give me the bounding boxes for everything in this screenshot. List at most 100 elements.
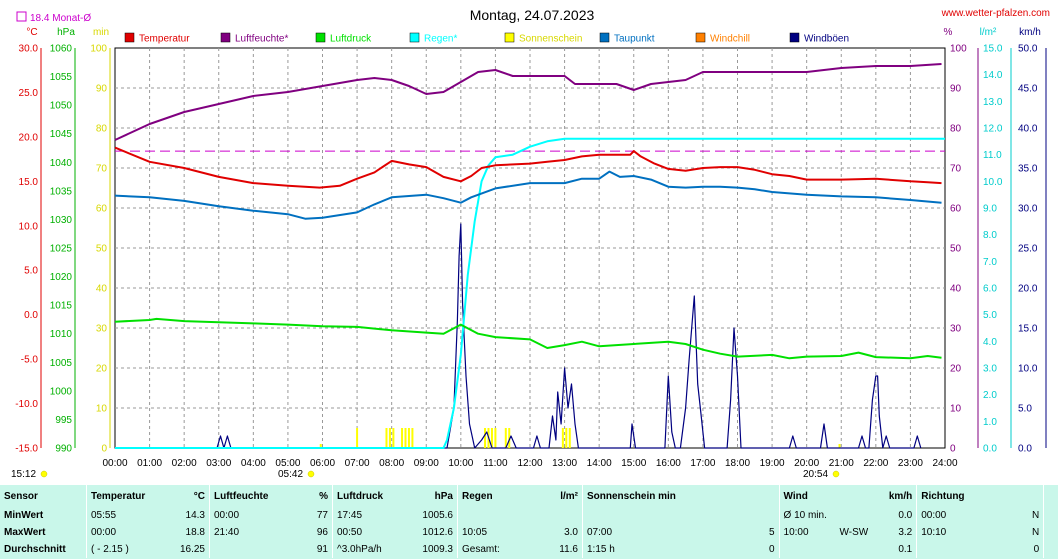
wind-max-dir: W-SW [839,527,869,538]
y-axis-unit: % [944,27,953,38]
sunshine-bar [411,428,414,448]
sunrise-time: 05:42 [278,469,303,480]
sunshine-bar [561,428,564,448]
wind-min-dir [836,507,873,524]
y-tick-label: 12.0 [983,124,1003,135]
wind-avg-dir [836,541,873,558]
press-trend: ^3.0hPa/h [332,541,411,558]
chart-axes: 00:00 01:00 02:00 03:00 04:00 05:00 06:00 07:00… [15,27,1047,469]
y-axis-unit: km/h [1019,27,1041,38]
y-tick-label: 2.0 [983,390,997,401]
y-tick-label: 0.0 [24,310,38,321]
temp-avg-diff: ( - 2.15 ) [86,541,161,558]
sunshine-bar [494,428,497,448]
y-tick-label: 35.0 [1018,164,1038,175]
y-tick-label: 10 [950,404,962,415]
y-tick-label: 50 [96,244,108,255]
wind-header: Wind [778,485,836,507]
y-tick-label: 40 [950,284,962,295]
y-tick-label: 1025 [50,244,73,255]
dir-min-time: 00:00 [916,507,996,524]
y-tick-label: 10.0 [19,221,39,232]
rain-header: Regen [457,485,536,507]
sunshine-bar [401,428,404,448]
y-tick-label: 3.0 [983,364,997,375]
y-tick-label: 100 [90,44,107,55]
y-tick-label: 10.0 [1018,364,1038,375]
chart-title: Montag, 24.07.2023 [470,7,595,23]
x-tick-label: 21:00 [829,458,854,469]
row-label: MaxWert [4,527,46,538]
table-header-row: Sensor Temperatur °C Luftfeuchte % Luftd… [0,485,1058,507]
table-row-min: MinWert 05:55 14.3 00:00 77 17:45 1005.6… [0,507,1058,524]
y-tick-label: 1.0 [983,417,997,428]
wind-avg-time [778,541,836,558]
y-tick-label: 9.0 [983,204,997,215]
dir-max-value: N [1031,527,1040,538]
legend-label: Sonnenschein [519,34,582,45]
x-tick-label: 14:00 [587,458,612,469]
x-tick-label: 07:00 [345,458,370,469]
y-tick-label: 100 [950,44,967,55]
wind-unit: km/h [888,490,913,502]
y-tick-label: 1010 [50,329,73,340]
weather-chart: 00:00 01:00 02:00 03:00 04:00 05:00 06:00 07:00… [11,7,1050,480]
x-tick-label: 00:00 [102,458,127,469]
y-tick-label: 1030 [50,215,73,226]
sun-max-time: 07:00 [582,524,725,541]
rain-line [115,137,945,449]
x-tick-label: 23:00 [898,458,923,469]
press-max-time: 00:50 [332,524,411,541]
legend-label: Windböen [804,34,849,45]
sun-min-value [724,507,779,524]
sunshine-bar [568,428,571,448]
legend-label: Taupunkt [614,34,655,45]
legend-label: Windchill [710,34,750,45]
dir-avg-value: 0 [1033,544,1040,555]
sunshine-bar [504,428,507,448]
x-tick-label: 01:00 [137,458,162,469]
y-axis-unit: °C [26,27,37,38]
wind-max-value: 3.2 [898,527,913,538]
site-link[interactable]: www.wetter-pfalzen.com [941,8,1050,19]
sun-header: Sonnenschein min [582,485,780,507]
y-tick-label: 995 [55,415,72,426]
y-tick-label: 90 [96,84,108,95]
hum-avg-value: 91 [316,544,328,555]
sunshine-bar [508,428,511,448]
y-tick-label: 20 [950,364,962,375]
press-unit: hPa [434,490,453,502]
sunset-icon [832,470,840,478]
x-tick-label: 06:00 [310,458,335,469]
sunshine-bar [385,428,388,448]
y-tick-label: 1005 [50,358,73,369]
sunshine-bar [392,428,395,448]
hum-header: Luftfeuchte [209,485,288,507]
gusts-line [216,223,922,449]
press-header: Luftdruck [332,485,411,507]
sunshine-bar [404,428,407,448]
dir-header: Richtung [916,485,996,507]
x-tick-label: 05:00 [275,458,300,469]
y-tick-label: 30.0 [1018,204,1038,215]
y-tick-label: 13.0 [983,97,1003,108]
start-time: 15:12 [11,469,36,480]
temp-avg-value: 16.25 [179,544,205,555]
y-tick-label: -10.0 [15,399,38,410]
x-tick-label: 11:00 [483,458,508,469]
wind-avg-value: 0.1 [898,544,913,555]
y-tick-label: 7.0 [983,257,997,268]
y-tick-label: 15.0 [19,177,39,188]
y-tick-label: 45.0 [1018,84,1038,95]
row-label: Durchschnitt [4,544,66,555]
x-tick-label: 16:00 [656,458,681,469]
y-tick-label: -5.0 [21,355,39,366]
y-tick-label: 50 [950,244,962,255]
legend-swatch [504,32,515,43]
x-tick-label: 13:00 [552,458,577,469]
y-tick-label: 0.0 [1018,444,1032,455]
y-tick-label: 80 [96,124,108,135]
sunshine-bar [484,428,487,448]
x-tick-label: 09:00 [414,458,439,469]
wind-max-time: 10:00 [778,524,836,541]
